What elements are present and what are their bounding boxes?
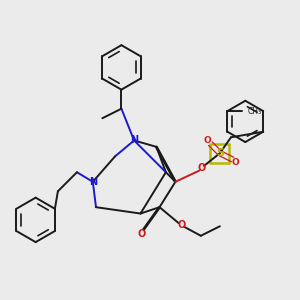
Text: S: S xyxy=(216,148,224,158)
Text: O: O xyxy=(198,163,206,173)
Text: CH₃: CH₃ xyxy=(248,106,262,116)
Text: O: O xyxy=(232,158,240,167)
Text: O: O xyxy=(203,136,211,145)
Text: O: O xyxy=(178,220,186,230)
Text: N: N xyxy=(130,136,138,146)
Text: N: N xyxy=(89,177,97,187)
Text: O: O xyxy=(138,229,146,239)
FancyBboxPatch shape xyxy=(210,144,230,163)
